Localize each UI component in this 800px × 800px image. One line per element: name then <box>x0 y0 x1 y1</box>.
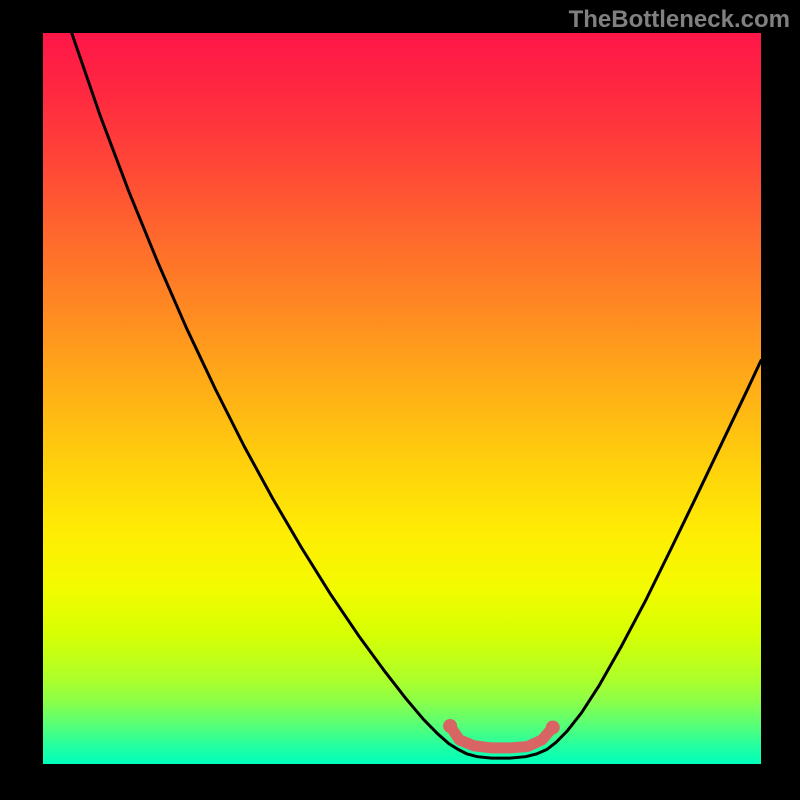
chart-stage: TheBottleneck.com <box>0 0 800 800</box>
bottleneck-curve-chart <box>43 33 761 764</box>
watermark-label: TheBottleneck.com <box>569 6 790 34</box>
optimal-range-endpoint <box>443 719 457 733</box>
gradient-background <box>43 33 761 764</box>
optimal-range-endpoint <box>546 720 560 734</box>
